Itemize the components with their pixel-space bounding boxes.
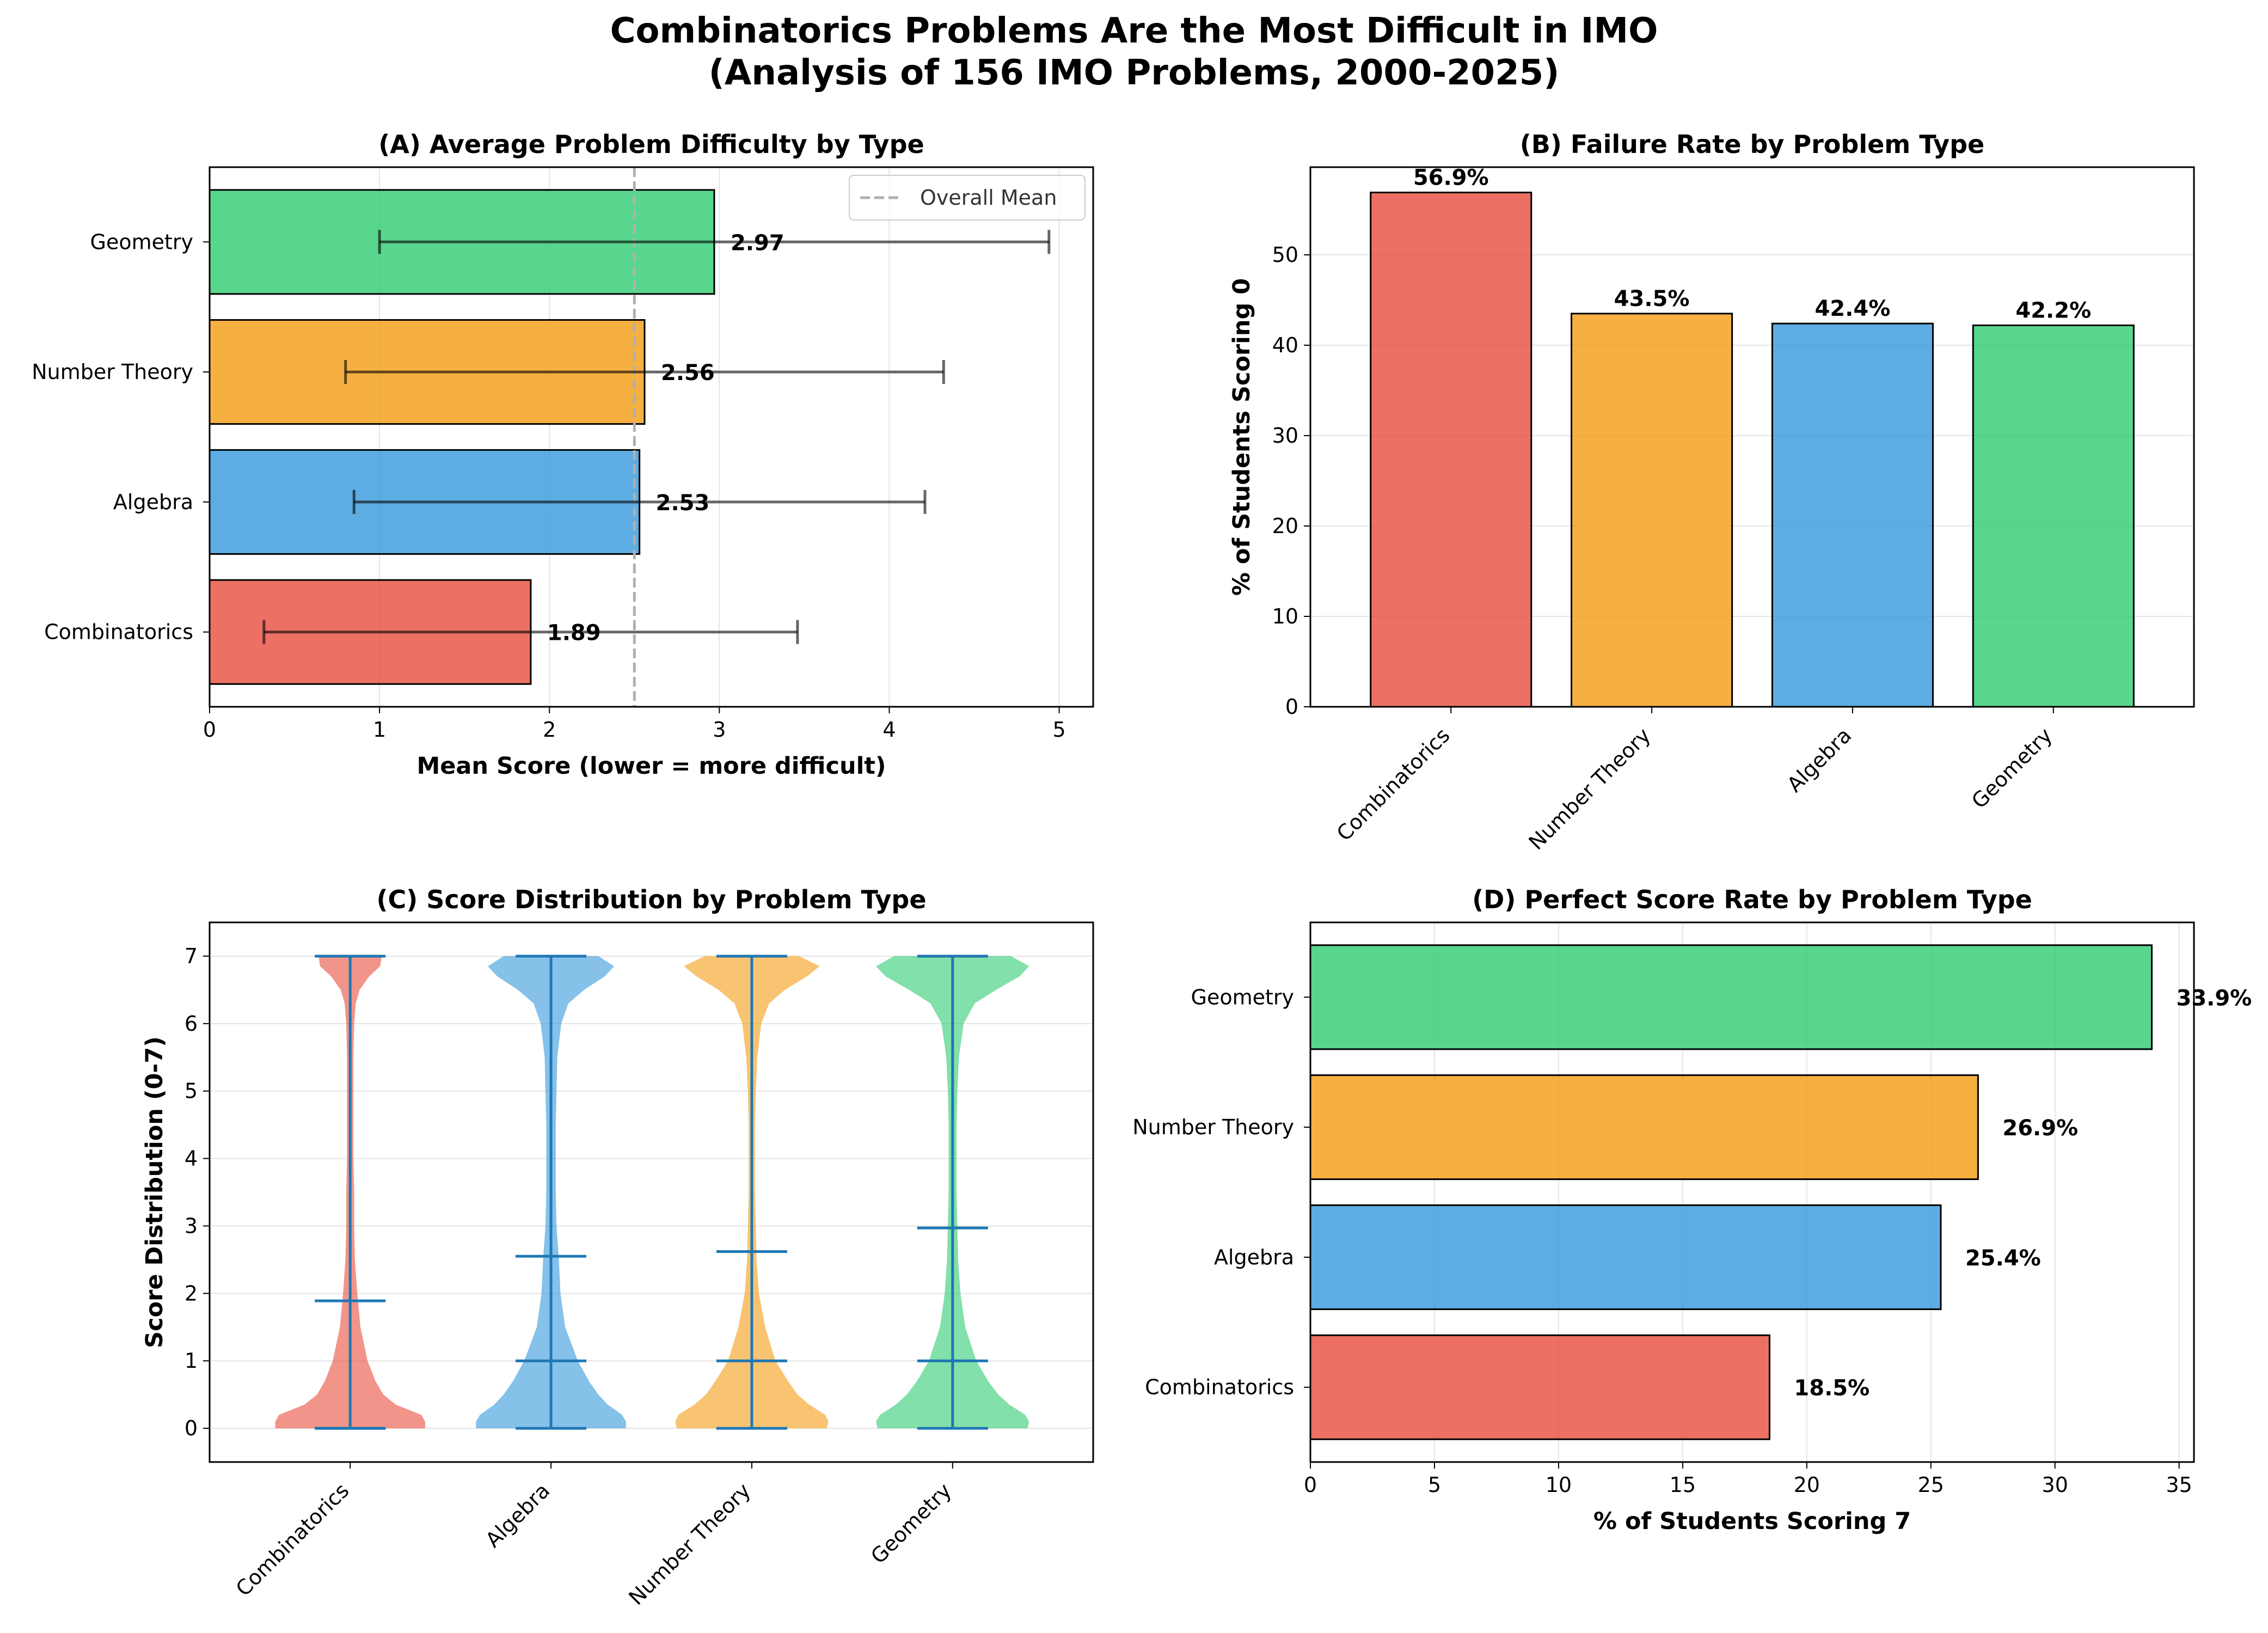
plot-frame <box>209 166 1094 708</box>
panel-title: (B) Failure Rate by Problem Type <box>1520 130 1985 159</box>
value-label-number-theory: 26.9% <box>2002 1116 2078 1141</box>
panel-title: (C) Score Distribution by Problem Type <box>376 885 926 914</box>
x-tick-label: 5 <box>1052 718 1065 742</box>
bar-geometry <box>1972 324 2135 708</box>
bar-combinatorics <box>1309 1334 1770 1440</box>
value-label-number-theory: 2.56 <box>661 360 715 386</box>
x-tick-label-algebra: Algebra <box>1782 723 1856 797</box>
y-tick-label: 0 <box>1285 695 1298 719</box>
y-tick-label-geometry: Geometry <box>1191 985 1294 1009</box>
x-tick-label: 5 <box>1428 1473 1441 1497</box>
figure-title-line-1: Combinatorics Problems Are the Most Diff… <box>610 11 1658 51</box>
plot-frame <box>209 921 1094 1463</box>
bar-number-theory <box>1309 1074 1979 1181</box>
legend: Overall Mean <box>849 175 1086 221</box>
x-tick-label-number-theory: Number Theory <box>1524 723 1655 854</box>
x-tick-label: 2 <box>543 718 556 742</box>
panel-title: (A) Average Problem Difficulty by Type <box>378 130 924 159</box>
x-tick-label-algebra: Algebra <box>481 1478 554 1552</box>
x-tick-label: 35 <box>2166 1473 2192 1497</box>
y-tick-label: 4 <box>185 1147 198 1171</box>
x-tick-label-combinatorics: Combinatorics <box>231 1478 354 1601</box>
plot-frame <box>1309 166 2195 708</box>
x-tick-label: 15 <box>1670 1473 1696 1497</box>
y-tick-label: 1 <box>185 1349 198 1373</box>
x-tick-label-geometry: Geometry <box>1967 723 2057 813</box>
y-tick-label-geometry: Geometry <box>90 230 193 254</box>
y-tick-label-algebra: Algebra <box>1214 1245 1294 1269</box>
x-tick-label-combinatorics: Combinatorics <box>1332 723 1455 846</box>
y-tick-label: 3 <box>185 1214 198 1238</box>
y-tick-label: 2 <box>185 1281 198 1305</box>
legend-label: Overall Mean <box>920 186 1057 210</box>
value-label-geometry: 2.97 <box>731 230 784 255</box>
x-tick-label: 4 <box>882 718 896 742</box>
y-tick-label: 50 <box>1272 243 1298 267</box>
bar-combinatorics <box>1370 191 1533 708</box>
x-tick-label: 0 <box>1304 1473 1317 1497</box>
y-tick-label: 30 <box>1272 424 1298 448</box>
y-axis-label: % of Students Scoring 0 <box>1228 278 1255 596</box>
x-tick-label-geometry: Geometry <box>866 1478 956 1568</box>
x-tick-label: 30 <box>2042 1473 2068 1497</box>
bar-algebra <box>1771 322 1934 708</box>
panel-title: (D) Perfect Score Rate by Problem Type <box>1472 885 2032 914</box>
value-label-combinatorics: 1.89 <box>547 621 601 646</box>
y-tick-label-number-theory: Number Theory <box>32 360 193 384</box>
bar-geometry <box>1309 944 2153 1050</box>
legend-box <box>849 175 1086 221</box>
panel-a-mean-score: 0 1 2 3 4 5 Combinatorics Algebra Number Theory G… <box>32 130 1094 780</box>
y-tick-label: 0 <box>185 1416 198 1440</box>
y-tick-label: 40 <box>1272 333 1298 357</box>
y-axis-label: Score Distribution (0-7) <box>141 1036 168 1348</box>
y-tick-label-number-theory: Number Theory <box>1132 1115 1294 1139</box>
y-tick-label: 5 <box>185 1079 198 1103</box>
y-tick-label-combinatorics: Combinatorics <box>44 620 193 644</box>
bar-algebra <box>1309 1204 1942 1310</box>
x-tick-label: 10 <box>1546 1473 1572 1497</box>
value-label-number-theory: 43.5% <box>1614 286 1690 311</box>
plot-frame <box>1309 921 2195 1463</box>
value-label-algebra: 2.53 <box>656 491 710 516</box>
y-tick-label: 7 <box>185 944 198 968</box>
y-tick-label: 6 <box>185 1012 198 1036</box>
value-label-geometry: 42.2% <box>2015 298 2091 323</box>
y-tick-label: 20 <box>1272 514 1298 538</box>
panel-d-perfect-score-rate: 0 5 10 15 20 25 30 35 Combinatorics 18.5% Algebra 2… <box>1132 885 2252 1535</box>
x-axis-label: Mean Score (lower = more difficult) <box>416 753 886 780</box>
figure-title-line-2: (Analysis of 156 IMO Problems, 2000-2025… <box>709 53 1560 93</box>
value-label-geometry: 33.9% <box>2176 986 2252 1011</box>
value-label-algebra: 25.4% <box>1965 1246 2041 1271</box>
panel-c-score-distribution: 0 1 2 3 4 5 6 7 Combinatorics Algebra Number Theor… <box>141 885 1094 1610</box>
value-label-algebra: 42.4% <box>1815 296 1891 321</box>
y-tick-label-algebra: Algebra <box>113 490 193 514</box>
x-tick-label: 25 <box>1918 1473 1944 1497</box>
value-label-combinatorics: 56.9% <box>1413 165 1489 190</box>
x-axis-label: % of Students Scoring 7 <box>1593 1508 1911 1535</box>
x-tick-label: 3 <box>713 718 726 742</box>
bar-number-theory <box>1571 313 1733 708</box>
value-label-combinatorics: 18.5% <box>1794 1376 1869 1401</box>
x-tick-label: 0 <box>203 718 216 742</box>
y-tick-label: 10 <box>1272 604 1298 628</box>
y-tick-label-combinatorics: Combinatorics <box>1145 1375 1294 1399</box>
x-tick-label-number-theory: Number Theory <box>624 1478 755 1610</box>
x-tick-label: 20 <box>1794 1473 1820 1497</box>
panel-b-failure-rate: 0 10 20 30 40 50 56.9% Combinatorics 43.5% Number… <box>1228 130 2195 854</box>
x-tick-label: 1 <box>373 718 386 742</box>
